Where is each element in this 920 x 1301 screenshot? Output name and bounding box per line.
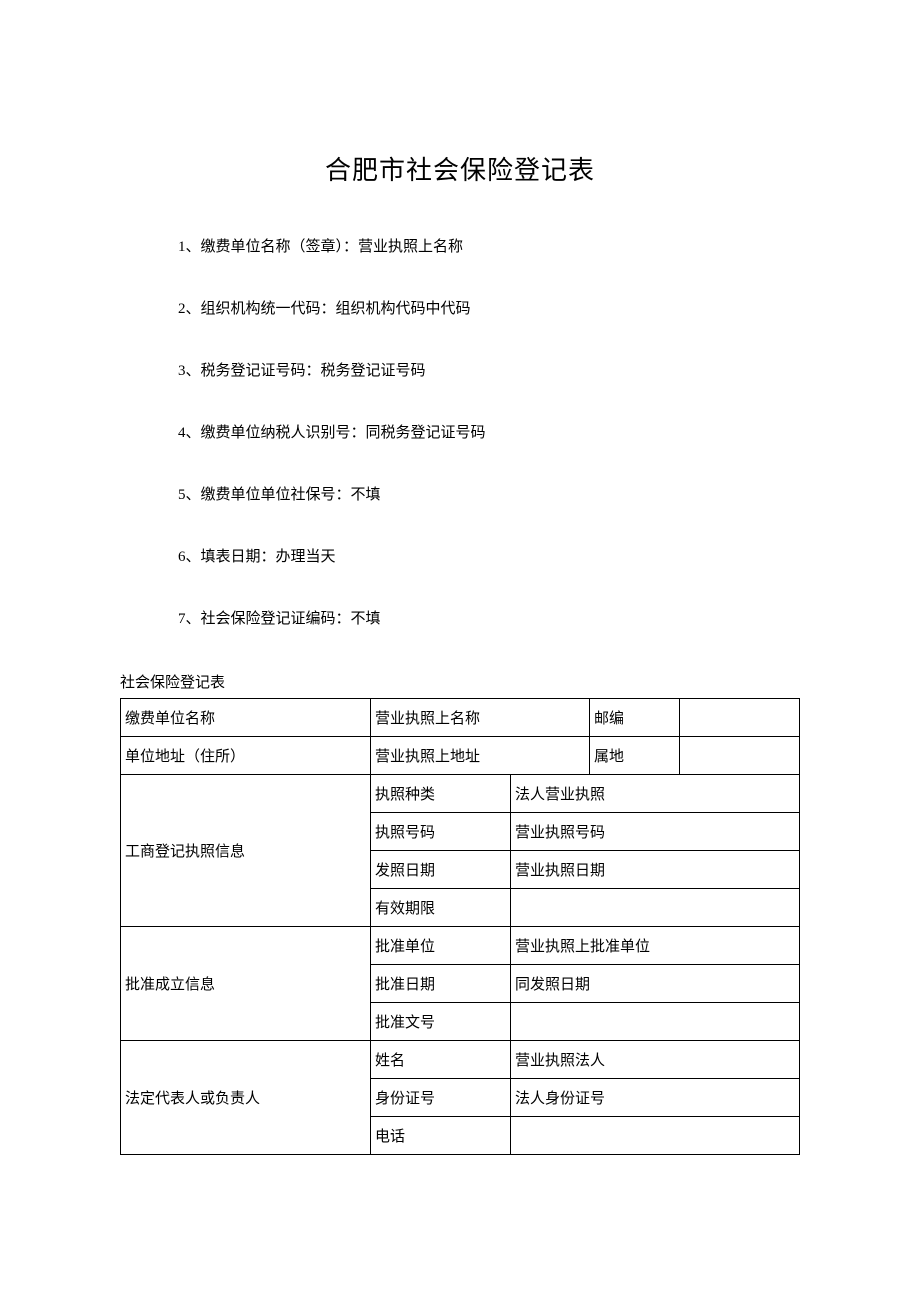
- cell-sublabel: 发照日期: [371, 851, 511, 889]
- cell-sublabel: 有效期限: [371, 889, 511, 927]
- cell-label: 工商登记执照信息: [121, 775, 371, 927]
- cell-label: 批准成立信息: [121, 927, 371, 1041]
- cell-sublabel: 执照种类: [371, 775, 511, 813]
- cell-sublabel: 电话: [371, 1117, 511, 1155]
- instruction-list: 1、缴费单位名称（签章）：营业执照上名称 2、组织机构统一代码：组织机构代码中代…: [120, 237, 800, 630]
- list-item: 6、填表日期：办理当天: [178, 547, 800, 568]
- cell-label: 属地: [590, 737, 680, 775]
- cell-value: 营业执照号码: [511, 813, 800, 851]
- cell-value: 营业执照日期: [511, 851, 800, 889]
- list-item: 7、社会保险登记证编码：不填: [178, 609, 800, 630]
- cell-value: [511, 1003, 800, 1041]
- list-item: 1、缴费单位名称（签章）：营业执照上名称: [178, 237, 800, 258]
- list-item: 4、缴费单位纳税人识别号：同税务登记证号码: [178, 423, 800, 444]
- cell-sublabel: 批准文号: [371, 1003, 511, 1041]
- cell-sublabel: 身份证号: [371, 1079, 511, 1117]
- cell-value: 营业执照上名称: [371, 699, 590, 737]
- table-caption: 社会保险登记表: [120, 671, 800, 692]
- cell-sublabel: 执照号码: [371, 813, 511, 851]
- list-item: 2、组织机构统一代码：组织机构代码中代码: [178, 299, 800, 320]
- table-row: 缴费单位名称 营业执照上名称 邮编: [121, 699, 800, 737]
- cell-value: 营业执照上地址: [371, 737, 590, 775]
- cell-label: 邮编: [590, 699, 680, 737]
- cell-value: [680, 737, 800, 775]
- cell-value: 法人身份证号: [511, 1079, 800, 1117]
- table-row: 批准成立信息 批准单位 营业执照上批准单位: [121, 927, 800, 965]
- cell-sublabel: 姓名: [371, 1041, 511, 1079]
- registration-table: 缴费单位名称 营业执照上名称 邮编 单位地址（住所） 营业执照上地址 属地 工商…: [120, 698, 800, 1155]
- cell-value: 营业执照法人: [511, 1041, 800, 1079]
- table-row: 法定代表人或负责人 姓名 营业执照法人: [121, 1041, 800, 1079]
- cell-sublabel: 批准日期: [371, 965, 511, 1003]
- page-title: 合肥市社会保险登记表: [120, 150, 800, 187]
- cell-value: [511, 1117, 800, 1155]
- table-row: 单位地址（住所） 营业执照上地址 属地: [121, 737, 800, 775]
- cell-label: 缴费单位名称: [121, 699, 371, 737]
- cell-label: 法定代表人或负责人: [121, 1041, 371, 1155]
- cell-label: 单位地址（住所）: [121, 737, 371, 775]
- cell-sublabel: 批准单位: [371, 927, 511, 965]
- table-row: 工商登记执照信息 执照种类 法人营业执照: [121, 775, 800, 813]
- cell-value: [511, 889, 800, 927]
- cell-value: 营业执照上批准单位: [511, 927, 800, 965]
- cell-value: [680, 699, 800, 737]
- list-item: 5、缴费单位单位社保号：不填: [178, 485, 800, 506]
- cell-value: 同发照日期: [511, 965, 800, 1003]
- cell-value: 法人营业执照: [511, 775, 800, 813]
- list-item: 3、税务登记证号码：税务登记证号码: [178, 361, 800, 382]
